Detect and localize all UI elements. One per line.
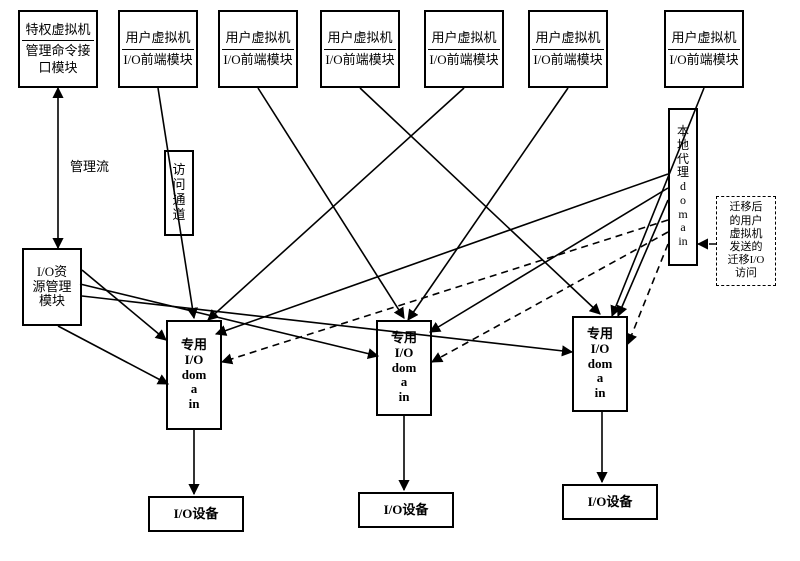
local-proxy-ch: 代 [677,153,689,167]
privileged-vm-title: 特权虚拟机 [25,22,90,38]
user-vm-title: 用户虚拟机 [431,30,496,46]
io-domain-line: 专用 [181,338,207,353]
io-domain-line: 专用 [391,331,417,346]
divider [668,49,740,50]
migrated-note-line: 迁移I/O [728,254,765,267]
migrated-io-note: 迁移后 的用户 虚拟机 发送的 迁移I/O 访问 [716,196,776,286]
io-domain-2: 专用 I/O dom a in [572,316,628,412]
io-domain-line: I/O [591,342,610,357]
io-device-label: I/O设备 [174,506,219,522]
user-vm-sub: I/O前端模块 [123,52,192,68]
migrated-note-line: 虚拟机 [730,228,763,241]
divider [222,49,294,50]
access-channel-ch: 通 [172,193,185,208]
migrated-note-line: 迁移后 [730,201,763,214]
privileged-vm-sub: 管理命令接口模块 [22,43,94,76]
access-channel-ch: 访 [172,163,185,178]
io-resource-mgr-line: 源管理 [32,280,71,295]
mgmt-flow-label: 管理流 [70,156,109,175]
user-vm-sub: I/O前端模块 [429,52,498,68]
privileged-vm: 特权虚拟机 管理命令接口模块 [18,10,98,88]
divider [428,49,500,50]
io-device-2: I/O设备 [562,484,658,520]
io-domain-line: a [191,382,198,397]
io-domain-line: a [401,375,408,390]
user-vm-sub: I/O前端模块 [533,52,602,68]
io-domain-line: a [597,371,604,386]
io-domain-line: dom [588,357,613,372]
io-domain-line: 专用 [587,327,613,342]
io-domain-0: 专用 I/O dom a in [166,320,222,430]
io-domain-line: I/O [185,353,204,368]
divider [532,49,604,50]
access-channel-ch: 问 [172,178,185,193]
io-resource-mgr-line: I/O资 [37,265,67,280]
user-vm-title: 用户虚拟机 [671,30,736,46]
io-domain-line: in [595,386,606,401]
local-proxy-ch: 地 [677,139,689,153]
io-domain-1: 专用 I/O dom a in [376,320,432,416]
io-device-0: I/O设备 [148,496,244,532]
divider [324,49,396,50]
io-device-label: I/O设备 [384,502,429,518]
io-device-1: I/O设备 [358,492,454,528]
user-vm-title: 用户虚拟机 [125,30,190,46]
user-vm-3: 用户虚拟机 I/O前端模块 [424,10,504,88]
user-vm-title: 用户虚拟机 [225,30,290,46]
access-channel-ch: 道 [172,208,185,223]
local-proxy-ch: a [680,221,685,235]
local-proxy-domain: 本 地 代 理 d o m a in [668,108,698,266]
io-domain-line: dom [182,368,207,383]
io-resource-mgr-line: 模块 [39,294,65,309]
io-domain-line: in [399,390,410,405]
io-device-label: I/O设备 [588,494,633,510]
local-proxy-ch: o [680,194,686,208]
user-vm-title: 用户虚拟机 [327,30,392,46]
user-vm-sub: I/O前端模块 [325,52,394,68]
io-resource-mgr: I/O资 源管理 模块 [22,248,82,326]
user-vm-0: 用户虚拟机 I/O前端模块 [118,10,198,88]
user-vm-sub: I/O前端模块 [223,52,292,68]
local-proxy-ch: d [680,180,686,194]
user-vm-sub: I/O前端模块 [669,52,738,68]
user-vm-2: 用户虚拟机 I/O前端模块 [320,10,400,88]
divider [122,49,194,50]
migrated-note-line: 发送的 [730,241,763,254]
migrated-note-line: 的用户 [730,215,763,228]
user-vm-1: 用户虚拟机 I/O前端模块 [218,10,298,88]
io-domain-line: in [189,397,200,412]
user-vm-5: 用户虚拟机 I/O前端模块 [664,10,744,88]
local-proxy-ch: in [678,235,687,249]
user-vm-title: 用户虚拟机 [535,30,600,46]
divider [22,40,94,41]
io-domain-line: I/O [395,346,414,361]
local-proxy-ch: 理 [677,166,689,180]
local-proxy-ch: m [678,208,687,222]
access-channel-label: 访 问 通 道 [164,150,194,236]
local-proxy-ch: 本 [677,125,689,139]
user-vm-4: 用户虚拟机 I/O前端模块 [528,10,608,88]
io-domain-line: dom [392,361,417,376]
migrated-note-line: 访问 [735,267,757,280]
